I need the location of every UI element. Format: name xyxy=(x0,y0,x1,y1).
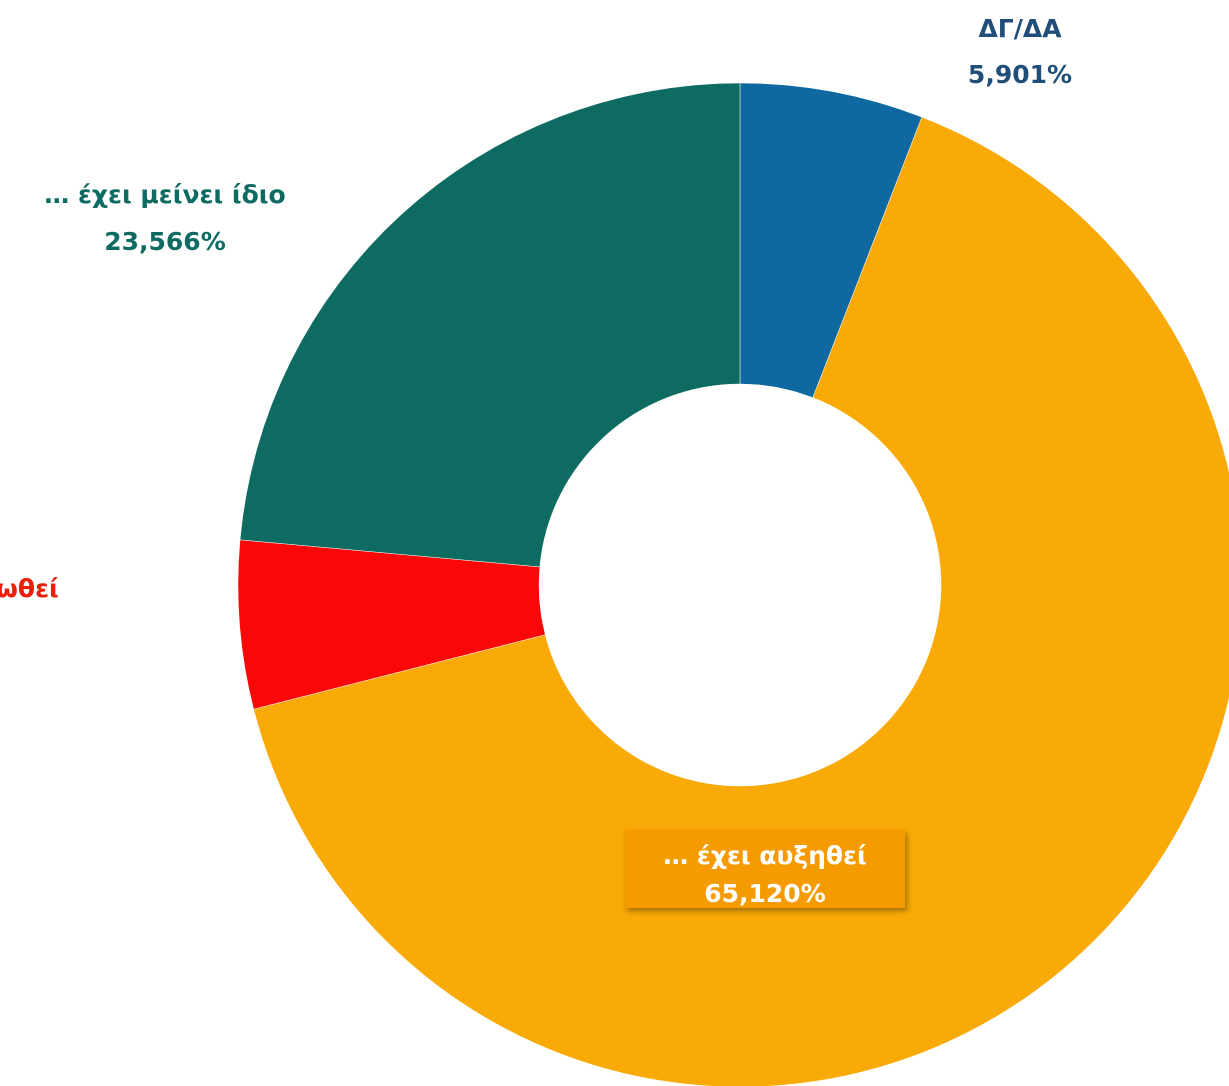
slice-value-label: 23,566% xyxy=(104,227,226,256)
slice-label: … έχει ελαττωθεί xyxy=(0,574,59,603)
slice-label: … έχει αυξηθεί xyxy=(663,841,867,870)
slice-value-label: 5,901% xyxy=(968,60,1072,89)
slice-label: ΔΓ/ΔΑ xyxy=(978,14,1062,43)
slice-value-label: 65,120% xyxy=(704,879,826,908)
donut-slice xyxy=(239,82,741,568)
donut-slice xyxy=(253,116,1229,1086)
label-box xyxy=(625,830,905,908)
slice-label: … έχει μείνει ίδιο xyxy=(44,180,285,209)
